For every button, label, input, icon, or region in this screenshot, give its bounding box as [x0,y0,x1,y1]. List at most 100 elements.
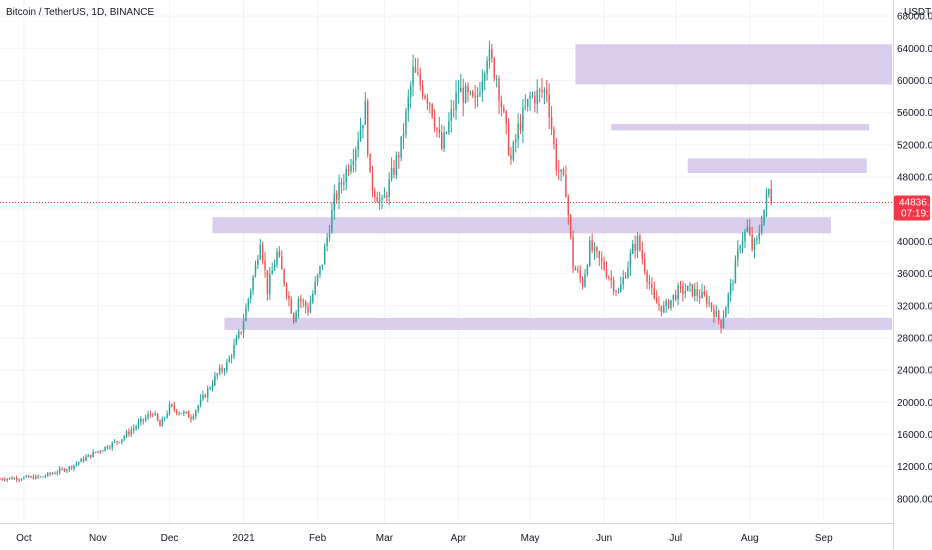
candle-body [679,285,682,287]
support-resistance-zone[interactable] [224,317,892,330]
y-tick-label: 52000.00 [897,140,932,151]
candle-body [452,109,455,111]
candle-body [768,189,770,195]
candle-body [629,253,632,268]
x-tick-label: Sep [815,533,833,544]
candle-body [605,269,608,277]
y-tick-label: 12000.00 [897,462,932,473]
y-tick-label: 20000.00 [897,398,932,409]
candle-body [424,96,426,98]
y-tick-label: 28000.00 [897,333,932,344]
candle-body [713,308,715,317]
candle-body [185,411,187,413]
candle-body [557,170,560,172]
candle-body [66,469,68,472]
x-tick-label: Aug [741,533,759,544]
candle-body [710,302,713,309]
candle-body [104,446,106,451]
candle-body [49,472,51,474]
candle-body [51,473,54,475]
candle-body [27,475,30,478]
candle-body [524,106,527,108]
candle-body [448,120,450,133]
candle-body [321,264,324,267]
candle-body [73,464,75,469]
candle-body [581,278,584,287]
candle-body [273,265,276,271]
candle-body [328,232,331,238]
candle-body [567,197,570,216]
candle-body [285,284,288,296]
candle-body [414,66,417,73]
candle-body [620,284,622,292]
support-resistance-zone[interactable] [611,123,870,131]
x-tick-label: Apr [451,533,467,544]
candle-body [643,259,646,272]
candle-body [648,281,651,285]
candle-body [462,87,464,103]
candle-body [543,89,546,93]
candle-body [140,418,142,423]
candle-body [765,194,768,210]
candle-body [44,475,47,477]
candle-body [118,442,121,444]
y-tick-label: 60000.00 [897,76,932,87]
x-tick-label: 2021 [232,533,255,544]
candle-body [214,375,216,385]
candle-body [25,475,28,478]
candle-body [632,244,634,254]
candle-body [591,240,593,251]
candle-body [180,413,183,415]
candle-body [37,475,39,477]
support-resistance-zone[interactable] [575,44,892,85]
support-resistance-zone[interactable] [687,158,867,173]
candle-body [300,298,302,302]
candle-body [166,413,168,418]
candle-body [555,143,558,171]
candle-body [732,283,734,285]
candle-body [433,116,436,128]
candle-body [266,269,269,294]
candle-body [164,417,166,419]
candle-body [159,420,161,427]
candle-body [409,85,412,98]
candle-body [190,417,192,420]
candle-body [75,463,78,465]
candle-body [622,277,624,285]
candle-body [290,299,293,314]
candle-body [261,244,264,261]
candle-body [431,103,433,117]
y-tick-label: 24000.00 [897,366,932,377]
candle-body [596,246,598,252]
candle-body [331,210,333,233]
candle-body [438,129,441,133]
candle-body [333,193,336,211]
candle-body [199,398,202,406]
candle-body [113,441,116,443]
candle-body [667,300,670,309]
candle-body [612,280,615,292]
candle-body [204,394,207,398]
y-tick-label: 8000.00 [897,494,932,505]
x-tick-label: Oct [16,533,32,544]
candle-body [369,153,371,173]
candle-body [586,265,589,275]
candle-body [8,477,11,479]
candle-body [197,405,199,411]
candle-body [715,310,718,317]
candle-body [636,235,639,251]
candle-body [156,413,159,421]
candle-body [18,479,20,481]
candle-body [152,414,154,416]
candle-body [340,182,343,185]
candle-body [460,87,462,93]
support-resistance-zone[interactable] [212,217,831,234]
candle-body [97,451,99,453]
candle-body [663,305,665,313]
candle-body [445,132,448,134]
y-tick-label: 32000.00 [897,301,932,312]
candle-body [288,295,290,300]
candle-body [276,251,278,266]
candle-body [548,94,550,118]
